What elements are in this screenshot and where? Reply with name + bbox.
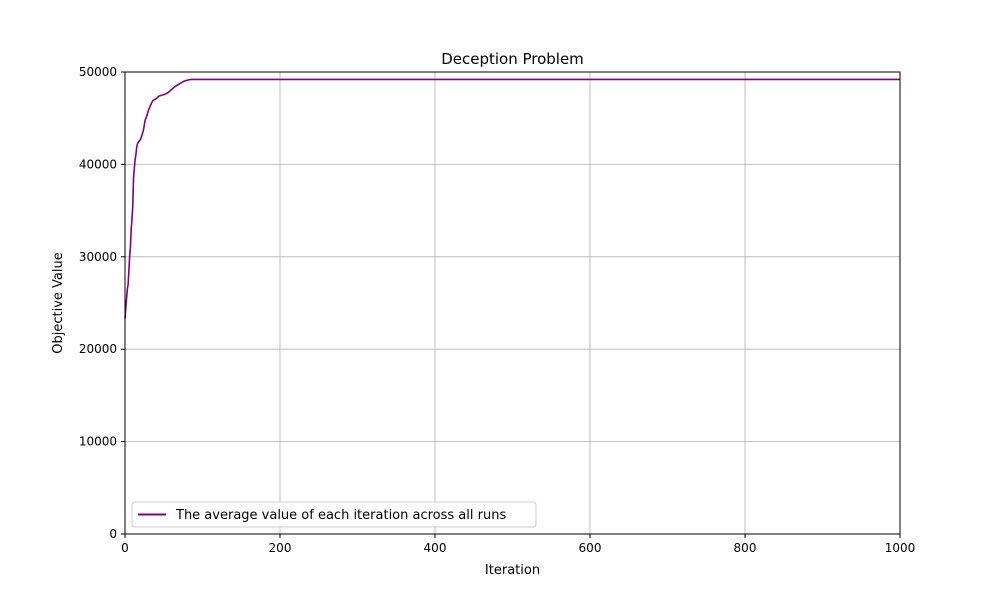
y-axis-title: Objective Value (51, 252, 66, 353)
y-tick-label: 20000 (79, 342, 117, 356)
y-tick-label: 50000 (79, 65, 117, 79)
x-tick-label: 800 (734, 541, 757, 555)
x-tick-label: 1000 (885, 541, 916, 555)
plot-frame (124, 71, 901, 535)
legend: The average value of each iteration acro… (131, 501, 537, 528)
legend-box (131, 501, 537, 528)
series-layer (124, 78, 900, 319)
y-tick-label: 0 (109, 527, 117, 541)
y-tick-label: 40000 (79, 157, 117, 171)
x-axis: 0 200 400 600 800 1000 (121, 534, 915, 555)
x-axis-title: Iteration (485, 563, 540, 578)
y-tick-label: 10000 (79, 435, 117, 449)
series-line (124, 78, 900, 319)
chart-title: Deception Problem (441, 50, 584, 68)
x-tick-label: 600 (579, 541, 602, 555)
x-tick-label: 400 (424, 541, 447, 555)
plot-area (125, 72, 900, 534)
x-tick-label: 200 (269, 541, 292, 555)
y-tick-label: 30000 (79, 250, 117, 264)
x-tick-label: 0 (121, 541, 129, 555)
legend-label: The average value of each iteration acro… (175, 508, 506, 523)
y-axis: 0 10000 20000 30000 40000 50000 (79, 65, 125, 541)
